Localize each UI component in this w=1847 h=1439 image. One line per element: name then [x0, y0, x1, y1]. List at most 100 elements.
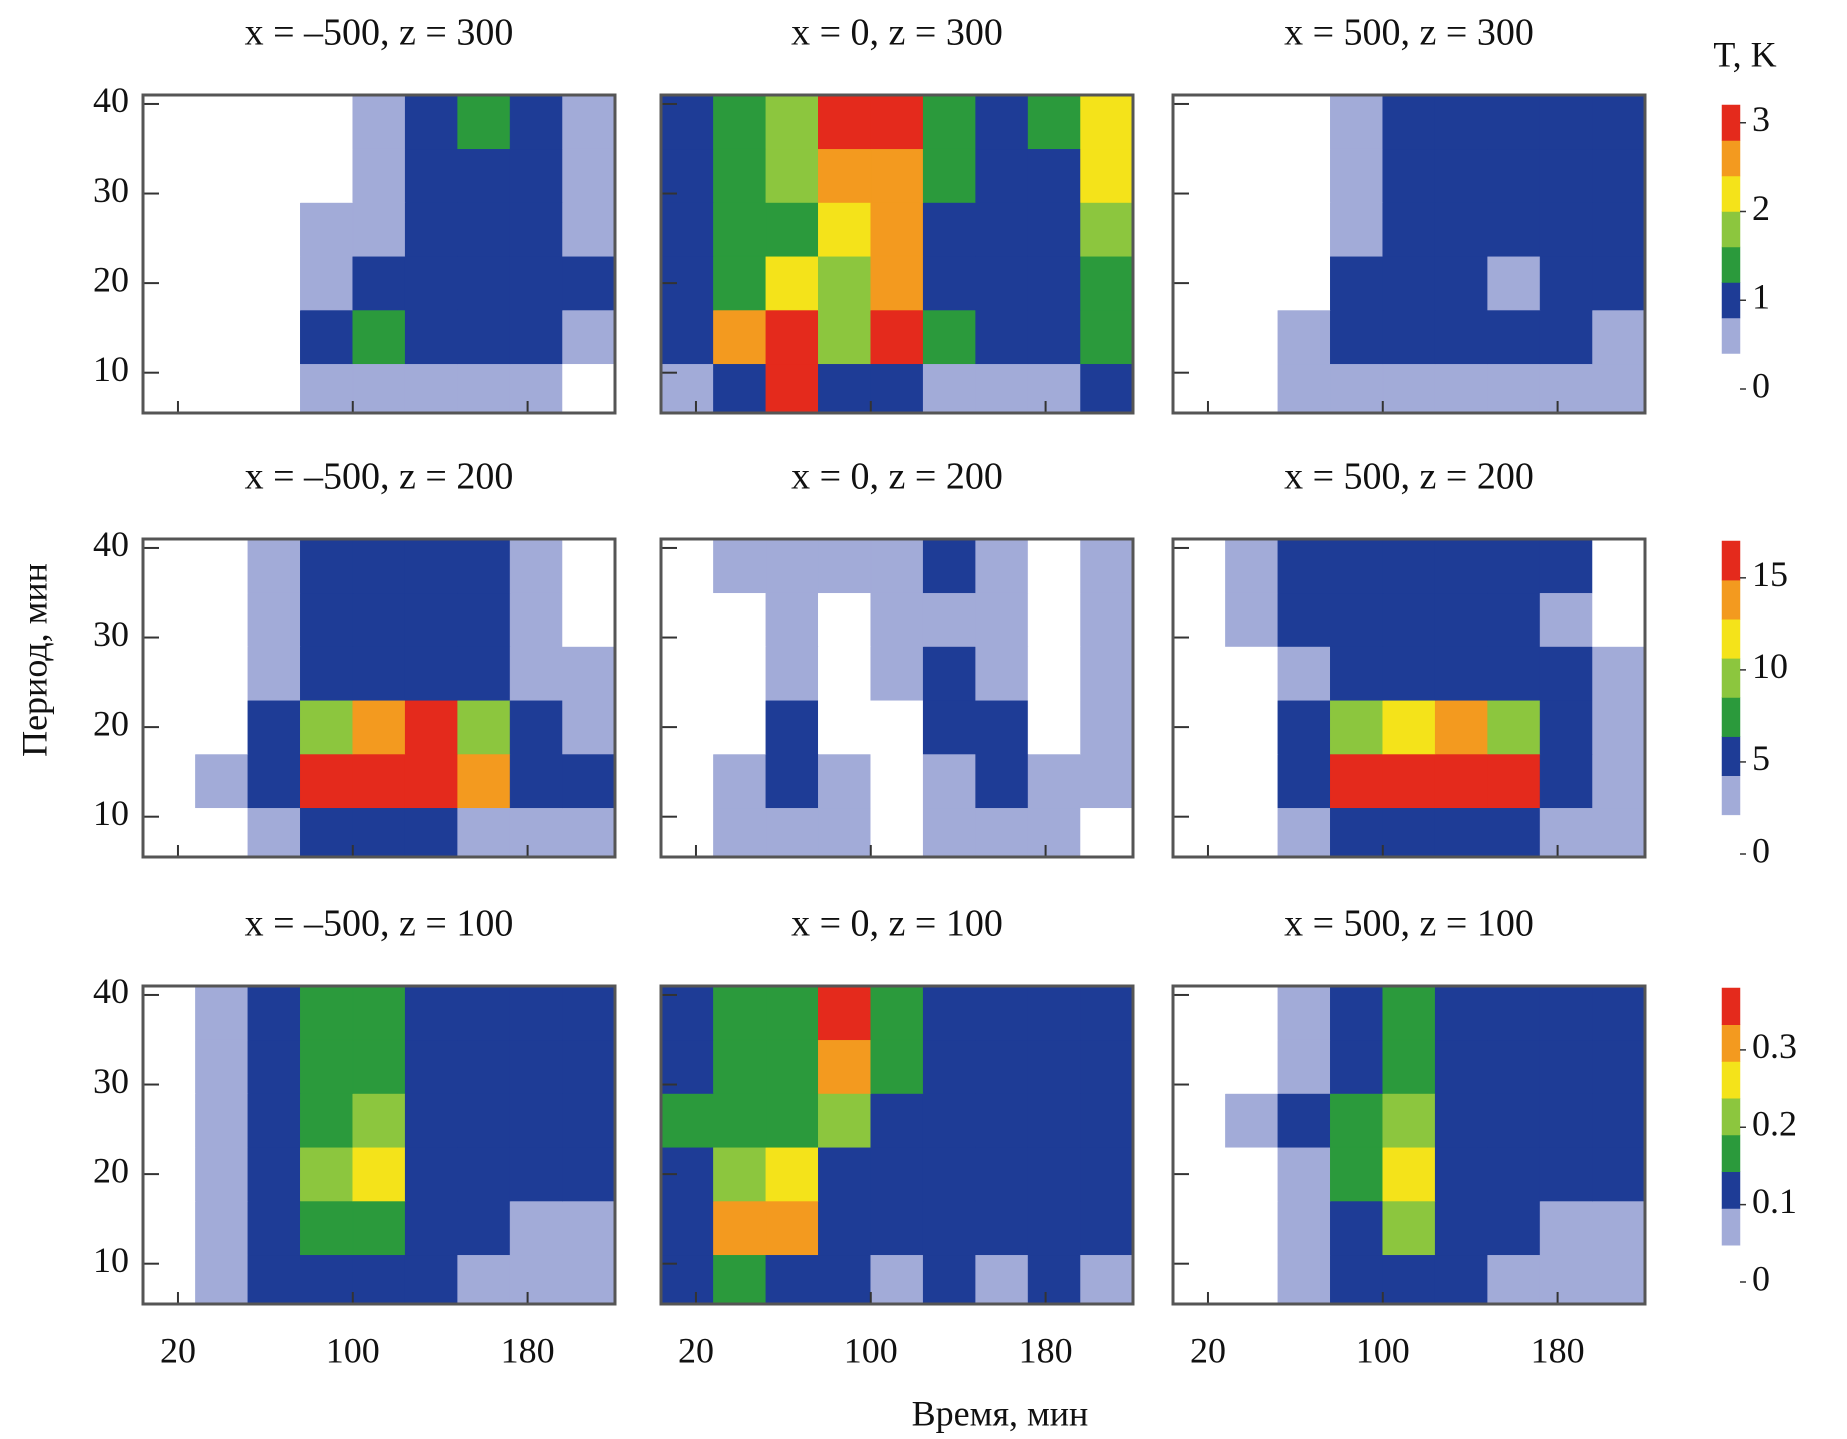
heat-cell [1539, 1254, 1593, 1305]
heat-cell [457, 985, 511, 1041]
heat-cell [1277, 592, 1331, 647]
heat-cell [195, 592, 249, 647]
heat-cell [870, 255, 924, 311]
heat-cell [1225, 255, 1279, 311]
heat-cell [352, 1039, 406, 1094]
heat-cell [1434, 1200, 1488, 1256]
heat-cell [713, 255, 767, 311]
heat-cell [1225, 1093, 1279, 1148]
heat-cell [1487, 202, 1541, 257]
heat-cell [1487, 538, 1541, 594]
heat-cell [660, 1093, 714, 1148]
panel-frame [659, 93, 1135, 415]
heat-cell [195, 807, 249, 858]
heat-cell [1225, 646, 1279, 701]
heat-cell [300, 1039, 354, 1094]
panel-title: x = 0, z = 200 [791, 456, 1003, 498]
heat-cell [247, 255, 301, 311]
heat-cell [765, 1254, 819, 1305]
heat-cell [870, 1093, 924, 1148]
heat-cell [247, 538, 301, 594]
heat-cell [1080, 807, 1134, 858]
heat-cell [975, 1254, 1029, 1305]
heat-cell [713, 94, 767, 150]
heat-cell [1592, 592, 1646, 647]
heat-cell [1225, 1039, 1279, 1094]
heat-cell [1080, 148, 1134, 203]
colorbar-band [1721, 1061, 1741, 1099]
heat-cell [457, 255, 511, 311]
heat-cell [509, 1146, 563, 1202]
heat-cell [247, 309, 301, 365]
heat-cell [352, 807, 406, 858]
heat-cell [142, 753, 196, 809]
heat-cell [1487, 1254, 1541, 1305]
heat-cell [1225, 1146, 1279, 1202]
heat-cell [1592, 753, 1646, 809]
heat-cell [818, 202, 872, 257]
heat-cell [509, 1254, 563, 1305]
heat-cell [404, 1039, 458, 1094]
heat-cell [457, 1039, 511, 1094]
heat-cell [765, 255, 819, 311]
heat-cell [1487, 94, 1541, 150]
heat-cell [1225, 363, 1279, 414]
heat-cell [457, 1146, 511, 1202]
heat-cell [1539, 592, 1593, 647]
heat-cell [562, 309, 616, 365]
heat-cell [713, 985, 767, 1041]
heat-cell [1080, 753, 1134, 809]
heat-cell [818, 807, 872, 858]
x-tick-label: 100 [326, 1330, 380, 1370]
heat-cell [818, 592, 872, 647]
x-axis-label: Время, мин [912, 1393, 1089, 1433]
heat-cell [1027, 309, 1081, 365]
heat-cell [1027, 148, 1081, 203]
heat-cell [352, 985, 406, 1041]
heat-cell [1434, 255, 1488, 311]
heat-cell [1027, 807, 1081, 858]
heat-cell [1277, 202, 1331, 257]
heat-cell [870, 94, 924, 150]
heat-cell [300, 1146, 354, 1202]
heat-cell [1225, 538, 1279, 594]
colorbar-band [1721, 1024, 1741, 1062]
heat-cell [1080, 985, 1134, 1041]
heat-cell [1487, 592, 1541, 647]
heat-cell [457, 538, 511, 594]
heat-cell [404, 1093, 458, 1148]
heat-cell [352, 538, 406, 594]
heat-cell [1592, 985, 1646, 1041]
heat-cell [457, 1093, 511, 1148]
heat-cell [818, 985, 872, 1041]
heat-cell [457, 1200, 511, 1256]
heat-cell [509, 255, 563, 311]
heat-cell [660, 1254, 714, 1305]
heat-cell [1330, 148, 1384, 203]
heat-cell [562, 646, 616, 701]
heat-cell [1487, 1093, 1541, 1148]
heat-cell [1434, 148, 1488, 203]
heat-cell [870, 1039, 924, 1094]
heat-cell [300, 646, 354, 701]
heat-cell [247, 94, 301, 150]
heat-cell [457, 807, 511, 858]
heat-cell [1434, 1146, 1488, 1202]
heat-cell [1434, 363, 1488, 414]
heat-cell [765, 1039, 819, 1094]
heat-cell [1434, 202, 1488, 257]
heat-cell [247, 592, 301, 647]
heat-cell [457, 592, 511, 647]
heat-cell [922, 753, 976, 809]
heat-cell [1225, 699, 1279, 755]
heat-cell [352, 592, 406, 647]
heat-cell [1277, 309, 1331, 365]
heat-cell [1382, 1146, 1436, 1202]
heat-cell [870, 1254, 924, 1305]
colorbar-band [1721, 697, 1741, 737]
heat-cell [195, 309, 249, 365]
heat-cell [922, 255, 976, 311]
heat-cell [352, 363, 406, 414]
heat-cell [1592, 363, 1646, 414]
heat-cell [1027, 592, 1081, 647]
